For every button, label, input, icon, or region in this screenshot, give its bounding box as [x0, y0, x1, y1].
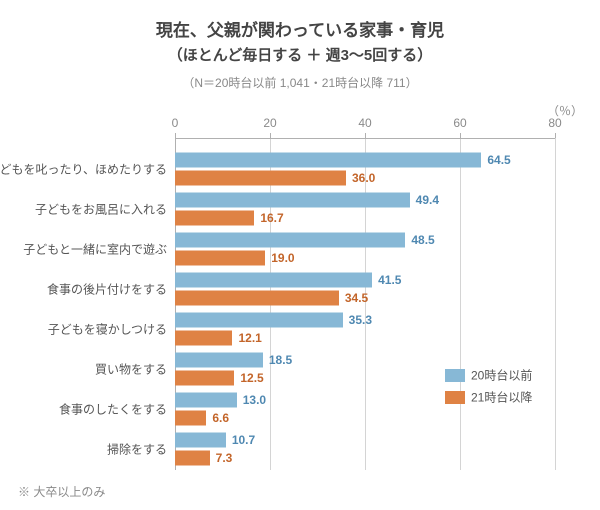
- legend-swatch: [445, 391, 465, 404]
- category-label: 掃除をする: [107, 440, 167, 457]
- value-label: 16.7: [260, 211, 283, 225]
- bar: [175, 370, 234, 385]
- value-label: 41.5: [378, 273, 401, 287]
- bar: [175, 432, 226, 447]
- value-label: 13.0: [243, 393, 266, 407]
- bar: [175, 170, 346, 185]
- footnote: ※ 大卒以上のみ: [18, 483, 105, 500]
- gridline: [460, 138, 461, 470]
- bar: [175, 192, 410, 207]
- value-label: 18.5: [269, 353, 292, 367]
- legend-label: 20時台以前: [471, 367, 532, 384]
- x-axis: [175, 138, 555, 139]
- value-label: 7.3: [216, 451, 233, 465]
- chart-title-line1: 現在、父親が関わっている家事・育児: [156, 21, 444, 40]
- category-label: 食事の後片付けをする: [47, 280, 167, 297]
- legend-swatch: [445, 369, 465, 382]
- chart-title: 現在、父親が関わっている家事・育児 （ほとんど毎日する ＋ 週3～5回する）: [20, 18, 580, 68]
- value-label: 34.5: [345, 291, 368, 305]
- category-label: 子どもをお風呂に入れる: [35, 200, 167, 217]
- axis-tick-label: 60: [453, 116, 466, 130]
- bar: [175, 312, 343, 327]
- value-label: 64.5: [487, 153, 510, 167]
- bar: [175, 232, 405, 247]
- bar: [175, 272, 372, 287]
- legend-label: 21時台以降: [471, 389, 532, 406]
- axis-tick-label: 80: [548, 116, 561, 130]
- axis-tick-label: 0: [172, 116, 179, 130]
- bar: [175, 410, 206, 425]
- bar: [175, 250, 265, 265]
- bar: [175, 290, 339, 305]
- value-label: 48.5: [411, 233, 434, 247]
- bar: [175, 210, 254, 225]
- axis-tick-label: 20: [263, 116, 276, 130]
- value-label: 6.6: [212, 411, 229, 425]
- bar: [175, 330, 232, 345]
- bar: [175, 392, 237, 407]
- value-label: 36.0: [352, 171, 375, 185]
- category-label: 買い物をする: [95, 360, 167, 377]
- category-label: 食事のしたくをする: [59, 400, 167, 417]
- gridline: [555, 138, 556, 470]
- value-label: 12.5: [240, 371, 263, 385]
- sample-size-line: （N＝20時台以前 1,041・21時台以降 711）: [20, 74, 580, 91]
- category-label: 子どもを寝かしつける: [48, 320, 167, 337]
- axis-tick: [555, 133, 556, 138]
- category-label: 子どもを叱ったり、ほめたりする: [0, 160, 167, 177]
- value-label: 10.7: [232, 433, 255, 447]
- bar: [175, 152, 481, 167]
- chart-title-line2: （ほとんど毎日する ＋ 週3～5回する）: [168, 47, 433, 64]
- value-label: 12.1: [238, 331, 261, 345]
- bar: [175, 450, 210, 465]
- bar: [175, 352, 263, 367]
- value-label: 19.0: [271, 251, 294, 265]
- category-label: 子どもと一緒に室内で遊ぶ: [23, 240, 167, 257]
- axis-tick-label: 40: [358, 116, 371, 130]
- value-label: 35.3: [349, 313, 372, 327]
- value-label: 49.4: [416, 193, 439, 207]
- chart-container: 現在、父親が関わっている家事・育児 （ほとんど毎日する ＋ 週3～5回する） （…: [0, 0, 600, 510]
